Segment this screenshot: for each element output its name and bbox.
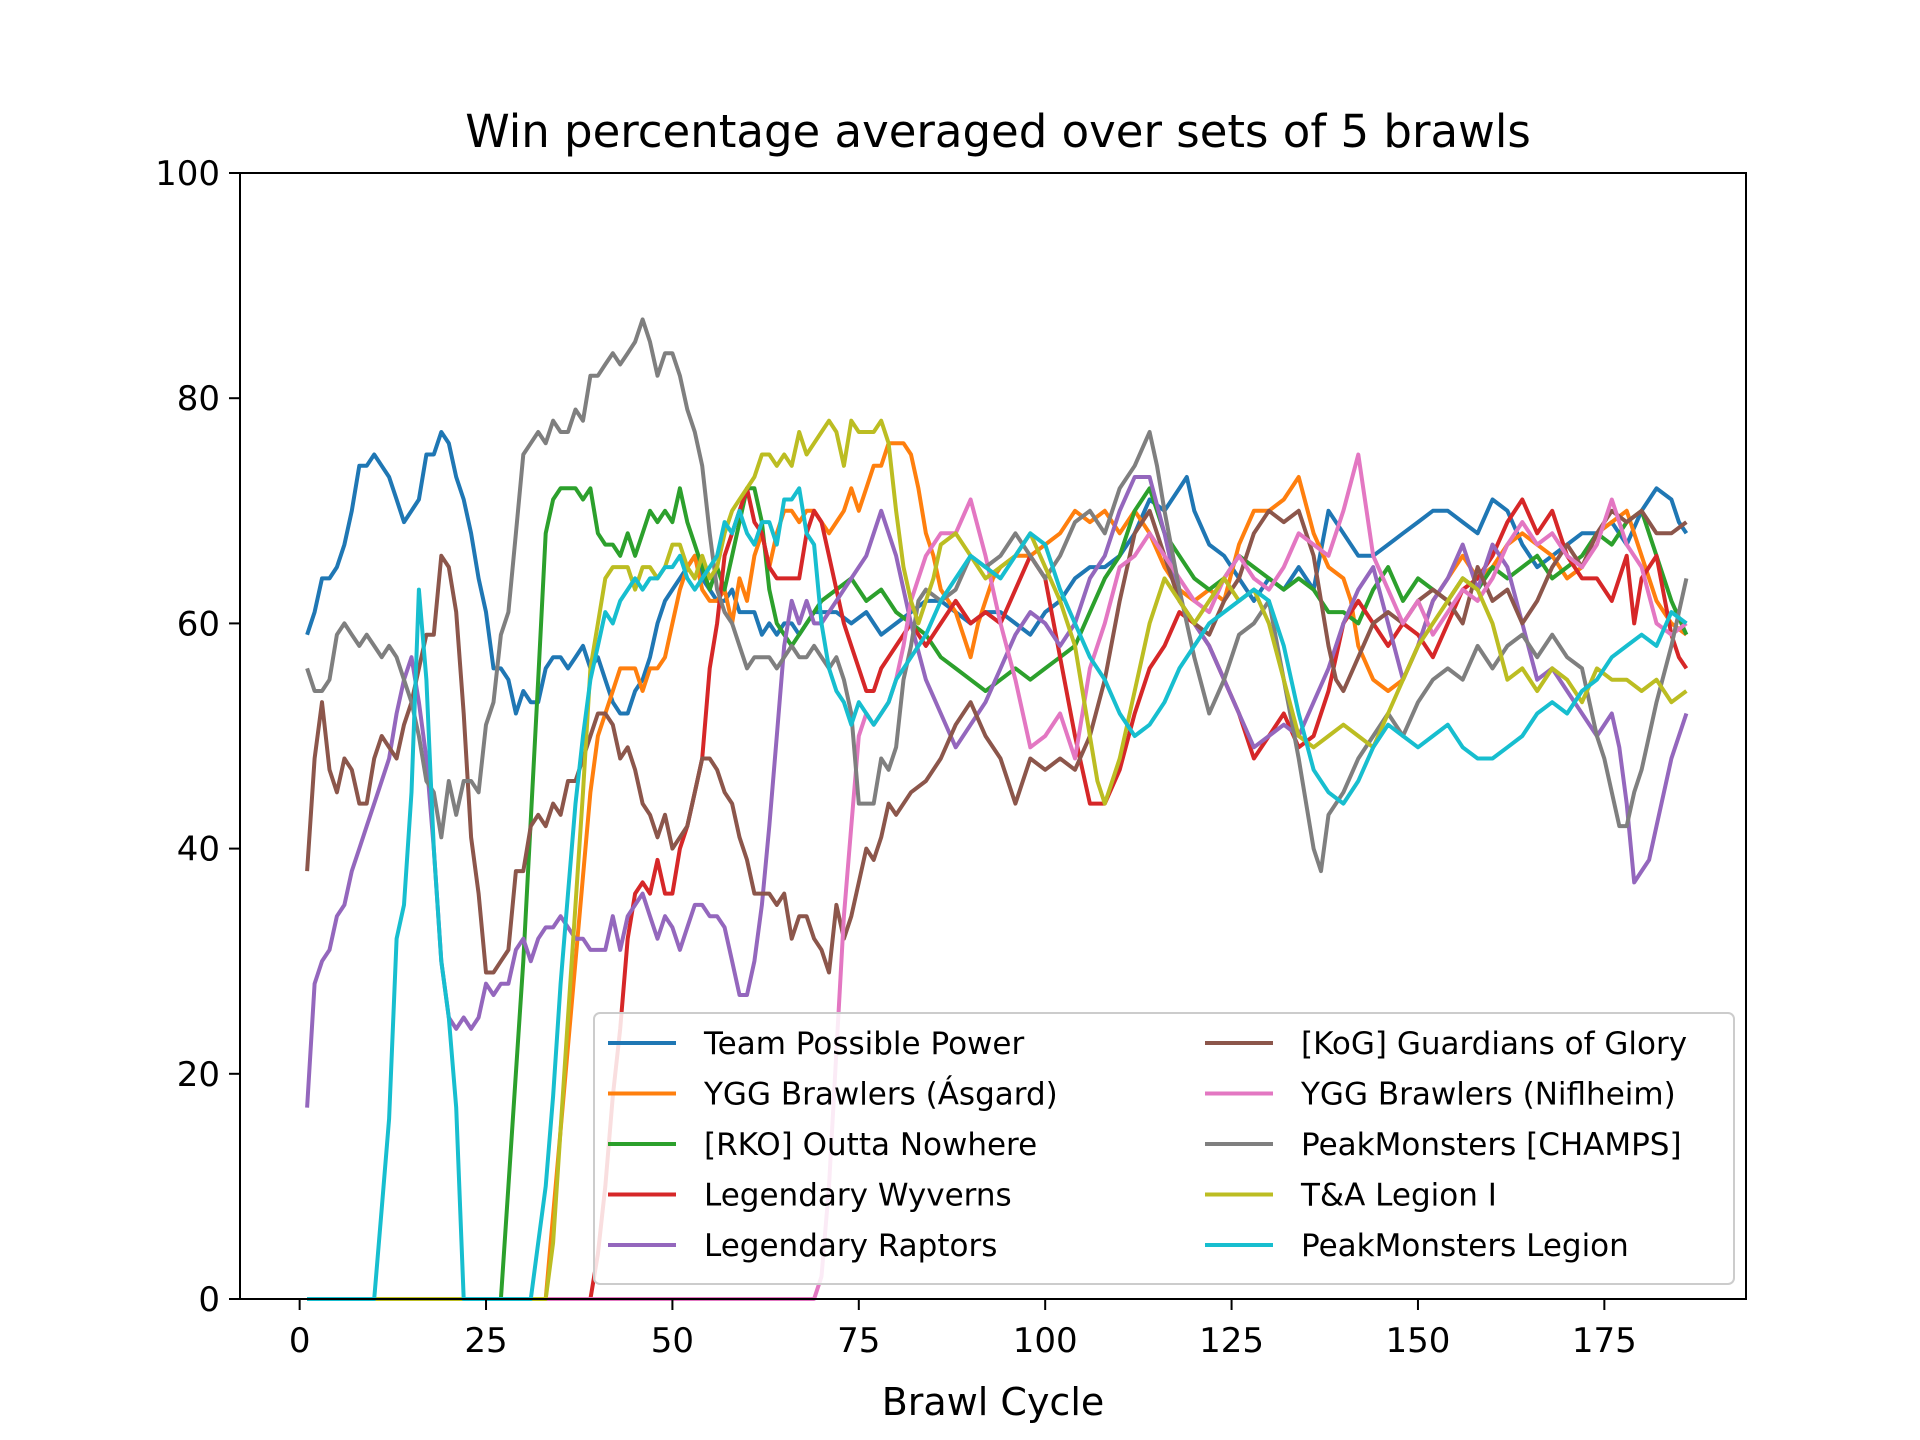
legend-label: Legendary Wyverns: [704, 1178, 1012, 1214]
series-line-6: [307, 452, 1688, 1301]
y-tick-label: 100: [155, 154, 220, 194]
x-axis: 0 25 50 75 100 125 150 175: [289, 1299, 1637, 1361]
x-tick-label: 150: [1386, 1321, 1451, 1361]
x-tick-label: 25: [464, 1321, 507, 1361]
x-tick-label: 125: [1199, 1321, 1264, 1361]
series-line-9: [307, 486, 1688, 1301]
x-tick-label: 175: [1572, 1321, 1637, 1361]
y-tick-label: 40: [177, 830, 220, 870]
x-tick-label: 0: [289, 1321, 311, 1361]
x-tick-label: 50: [651, 1321, 694, 1361]
series-line-3: [307, 486, 1689, 1301]
x-tick-label: 75: [837, 1321, 880, 1361]
y-tick-label: 80: [177, 379, 220, 419]
y-tick-label: 20: [177, 1055, 220, 1095]
y-axis: 0 20 40 60 80 100: [155, 154, 240, 1320]
series-line-5: [305, 508, 1688, 975]
y-tick-label: 0: [198, 1280, 220, 1320]
x-axis-title: Brawl Cycle: [882, 1380, 1105, 1424]
x-tick-label: 100: [1013, 1321, 1078, 1361]
series-layer: [305, 317, 1689, 1301]
y-tick-label: 60: [177, 604, 220, 644]
legend-label: PeakMonsters Legion: [1301, 1228, 1629, 1264]
plot-frame: [239, 172, 1747, 1300]
legend: Team Possible Power YGG Brawlers (Ásgard)…: [593, 1012, 1735, 1285]
legend-label: [KoG] Guardians of Glory: [1301, 1026, 1687, 1062]
legend-box: [593, 1012, 1735, 1285]
legend-label: PeakMonsters [CHAMPS]: [1301, 1127, 1682, 1163]
legend-label: Team Possible Power: [703, 1026, 1024, 1062]
legend-label: YGG Brawlers (Ásgard): [703, 1077, 1058, 1113]
chart-title: Win percentage averaged over sets of 5 b…: [465, 105, 1531, 158]
legend-label: Legendary Raptors: [704, 1228, 997, 1264]
legend-label: T&A Legion I: [1300, 1178, 1497, 1214]
legend-label: [RKO] Outta Nowhere: [704, 1127, 1037, 1163]
legend-label: YGG Brawlers (Niflheim): [1300, 1077, 1676, 1113]
